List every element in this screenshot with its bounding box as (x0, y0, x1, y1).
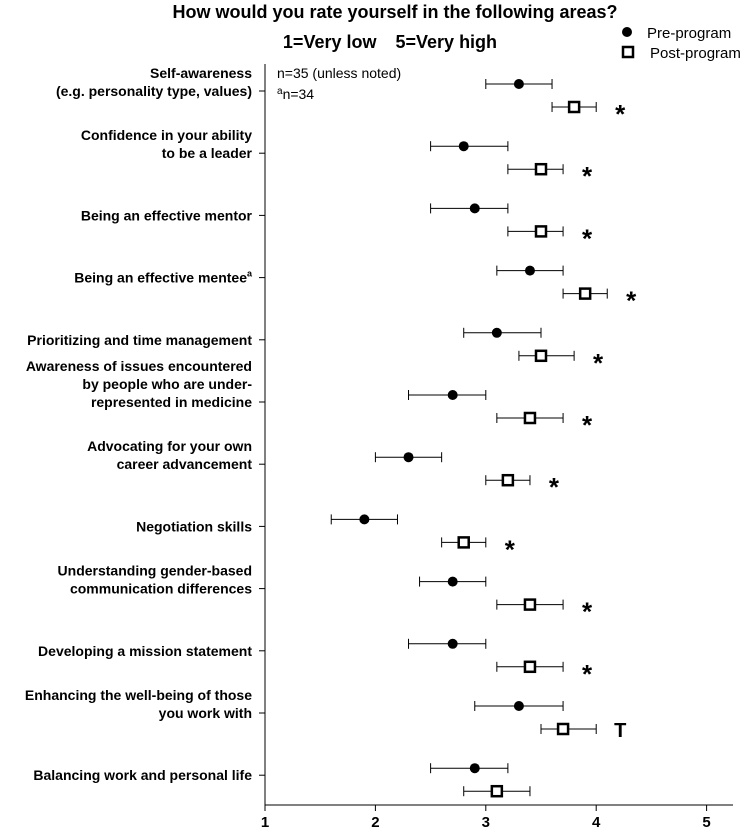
category-group: Awareness of issues encountered by people… (26, 358, 593, 440)
category-label: Being an effective mentor (81, 207, 253, 223)
post-program-point (534, 225, 548, 238)
category-label: Prioritizing and time management (27, 332, 252, 348)
chart-title: How would you rate yourself in the follo… (172, 2, 618, 22)
significance-marker: * (615, 99, 626, 129)
pre-program-point (403, 452, 414, 463)
category-label: Confidence in your ability (81, 127, 252, 143)
scale-low-label: 1=Very low (282, 32, 377, 52)
category-label: Developing a mission statement (38, 643, 252, 659)
post-program-point (490, 784, 504, 798)
post-program-point (534, 162, 548, 176)
category-label: career advancement (117, 456, 253, 472)
legend-pre-label: Pre-program (647, 25, 731, 42)
category-label: Being an effective menteea (74, 269, 253, 286)
significance-marker: * (593, 348, 604, 378)
post-program-point (523, 598, 537, 611)
x-tick-label: 2 (371, 814, 379, 831)
post-program-point (578, 287, 592, 300)
category-label: Awareness of issues encountered (26, 358, 252, 374)
post-program-point (523, 411, 537, 425)
x-tick-label: 1 (261, 814, 269, 831)
x-tick-label: 5 (702, 814, 710, 831)
note-text: n=34 (283, 86, 315, 102)
significance-marker: * (505, 534, 516, 564)
category-label: Enhancing the well-being of those (25, 687, 252, 703)
pre-program-point (491, 327, 502, 338)
category-label: (e.g. personality type, values) (56, 83, 252, 99)
category-label: Negotiation skills (136, 518, 252, 534)
significance-marker: * (582, 659, 593, 689)
pre-program-point (469, 203, 480, 214)
post-program-point (534, 349, 548, 363)
category-group: Confidence in your ability to be a leader… (81, 127, 593, 191)
category-label: Balancing work and personal life (33, 767, 252, 783)
significance-marker: * (626, 286, 637, 316)
pre-program-point (513, 701, 524, 711)
legend-post-marker (621, 45, 635, 59)
chart-subtitle: 1=Very low 5=Very high (0, 32, 750, 53)
pre-program-point (513, 79, 524, 89)
pre-program-point (469, 763, 480, 774)
significance-marker: * (582, 161, 593, 191)
category-group: Being an effective mentor * (81, 203, 593, 253)
significance-marker: * (582, 410, 593, 440)
significance-marker: T (614, 720, 626, 742)
significance-marker: * (582, 223, 593, 253)
category-group: Self-awareness (e.g. personality type, va… (56, 65, 626, 129)
category-group: Advocating for your own career advancemen… (87, 438, 560, 502)
category-label: you work with (159, 705, 252, 721)
mentee-sample-note: an=34 (277, 86, 314, 102)
category-group: Developing a mission statement * (38, 638, 593, 689)
category-label: Self-awareness (150, 65, 252, 81)
pre-program-point (447, 390, 458, 400)
significance-marker: * (582, 597, 593, 627)
pre-program-point (458, 141, 469, 152)
sample-size-note: n=35 (unless noted) (277, 65, 401, 81)
category-label: to be a leader (162, 145, 253, 161)
x-tick-label: 3 (482, 814, 490, 831)
pre-program-point (447, 638, 458, 649)
post-program-point (556, 722, 570, 736)
category-group: Negotiation skills * (136, 514, 516, 564)
pre-program-point (524, 265, 535, 276)
legend-post-label: Post-program (650, 45, 741, 62)
pre-program-point (447, 576, 458, 587)
category-label: communication differences (70, 581, 252, 597)
significance-marker: * (549, 472, 560, 502)
note-superscript: a (277, 86, 283, 97)
post-program-point (523, 660, 537, 674)
category-label: by people who are under- (82, 376, 252, 392)
post-program-point (501, 473, 515, 487)
category-label: Advocating for your own (87, 438, 252, 454)
x-tick-label: 4 (592, 814, 601, 831)
category-group: Understanding gender-based communication … (58, 563, 593, 627)
category-group: Being an effective menteea * (74, 265, 637, 316)
category-group: Prioritizing and time management * (27, 327, 604, 378)
scale-high-label: 5=Very high (395, 32, 498, 52)
category-superscript: a (247, 269, 253, 279)
post-program-point (457, 536, 470, 549)
post-program-point (567, 100, 581, 114)
pre-program-point (359, 514, 370, 525)
category-label: represented in medicine (91, 394, 252, 410)
category-label: Understanding gender-based (58, 563, 252, 579)
category-group: Balancing work and personal life (33, 763, 531, 798)
legend-pre-marker (622, 27, 632, 37)
category-group: Enhancing the well-being of those you wor… (25, 687, 626, 742)
